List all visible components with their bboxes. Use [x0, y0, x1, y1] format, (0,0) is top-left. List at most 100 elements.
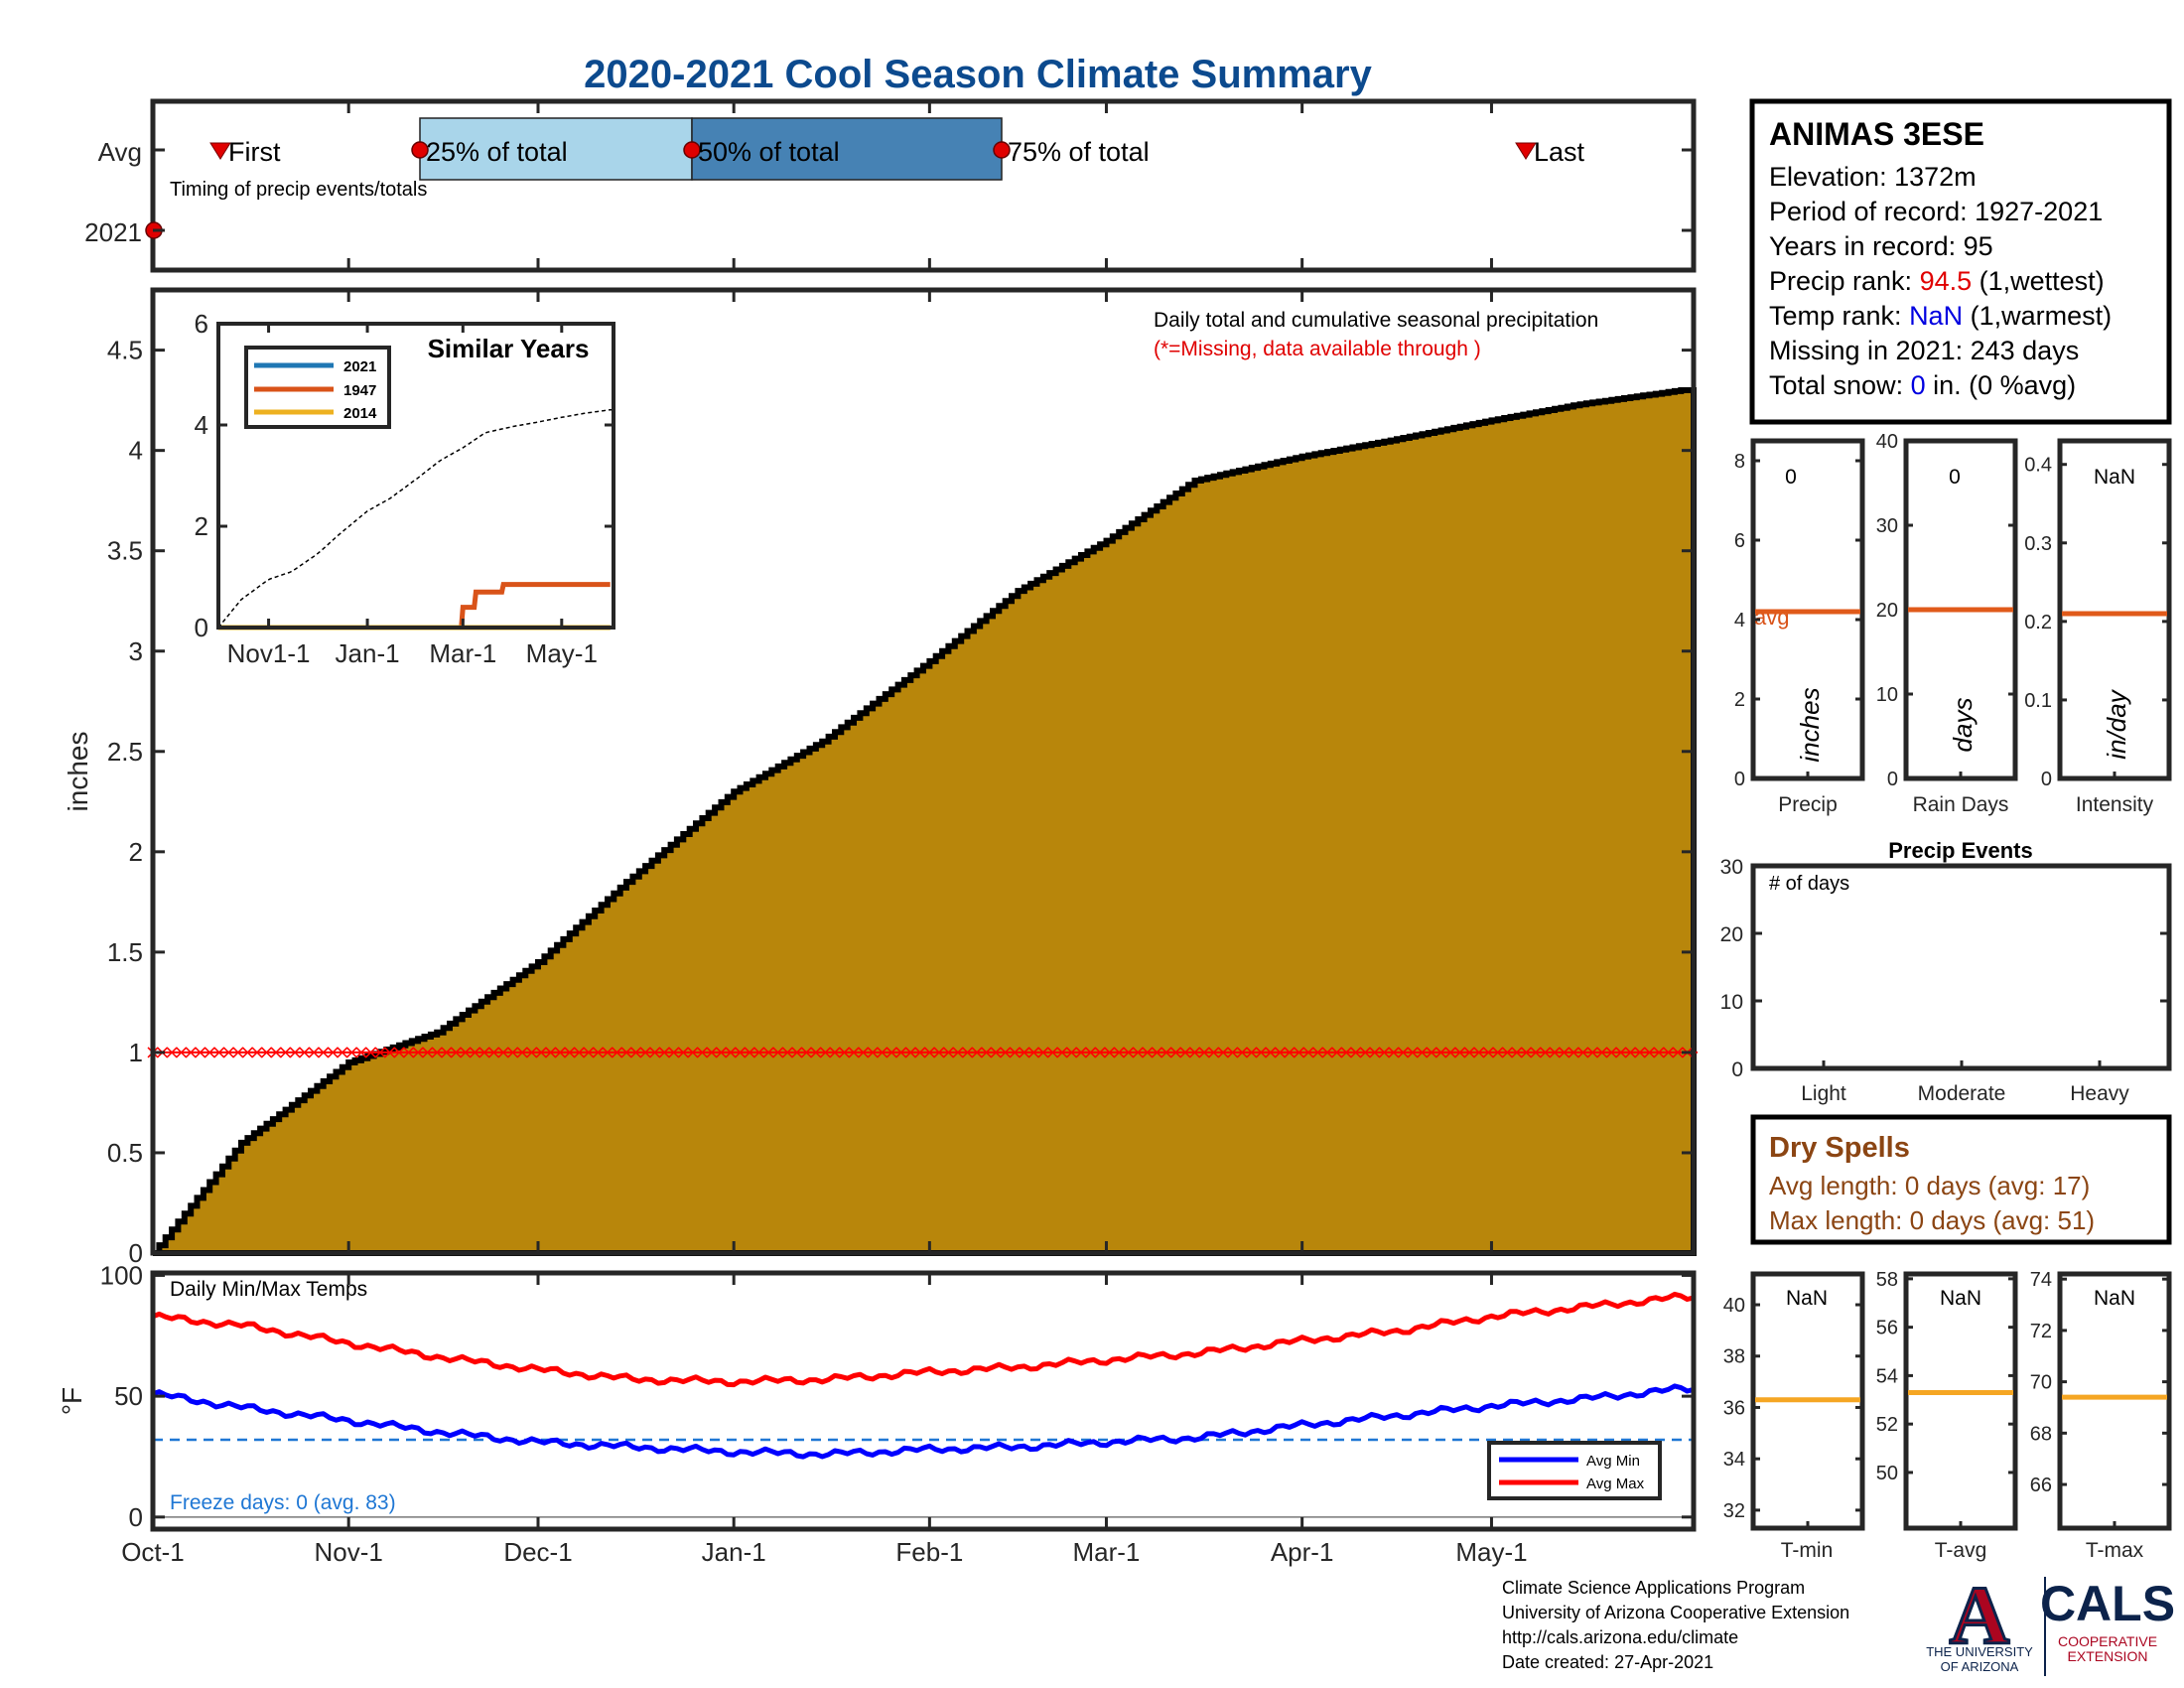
- legend-avg-max-label: Avg Max: [1586, 1476, 1645, 1492]
- mini-ytick-label: 72: [2030, 1321, 2052, 1342]
- missing-marker: [895, 1047, 907, 1058]
- ua-logo-letter: A: [1950, 1570, 2010, 1662]
- temp-rank-value: NaN: [1909, 301, 1963, 331]
- missing-marker: [1198, 1047, 1210, 1058]
- missing-marker: [478, 1047, 490, 1058]
- inset-avg-line: [217, 408, 614, 629]
- precip-events-ylabel: # of days: [1769, 873, 1849, 895]
- missing-marker: [961, 1047, 974, 1058]
- missing-marker: [677, 1047, 689, 1058]
- station-elevation: Elevation: 1372m: [1769, 162, 1977, 192]
- inset-frame: [216, 322, 615, 630]
- mini-ytick-label: 54: [1876, 1365, 1898, 1387]
- missing-marker: [592, 1047, 604, 1058]
- rain-days-panel-value: 0: [1949, 466, 1961, 489]
- years-value: 95: [1964, 231, 1993, 261]
- missing-marker: [1236, 1047, 1248, 1058]
- missing-marker: [838, 1047, 851, 1058]
- missing-marker: [971, 1047, 983, 1058]
- temps-lines: [152, 1291, 1695, 1518]
- missing-marker: [1549, 1047, 1561, 1058]
- missing-marker: [450, 1047, 462, 1058]
- missing-marker: [1596, 1047, 1608, 1058]
- missing-marker: [602, 1047, 614, 1058]
- missing-marker: [251, 1047, 263, 1058]
- years-label: Years in record:: [1769, 231, 1964, 261]
- missing-marker: [583, 1047, 595, 1058]
- station-snow: Total snow: 0 in. (0 %avg): [1769, 370, 2076, 400]
- missing-marker: [1302, 1047, 1314, 1058]
- missing-marker: [1085, 1047, 1097, 1058]
- first-marker: [209, 142, 231, 160]
- mini-panel-axes: 0246801020304000.10.20.30.43234363840505…: [1723, 431, 2169, 1528]
- mini-temp-panels: NaN NaN NaN T-min T-avg T-max: [1750, 1271, 2172, 1562]
- missing-marker: [923, 1047, 935, 1058]
- q25-label: 25% of total: [426, 137, 568, 167]
- mini-ytick-label: 10: [1876, 684, 1898, 706]
- missing-marker: [535, 1047, 547, 1058]
- precip-avg-label: avg: [1754, 605, 1789, 630]
- missing-marker: [545, 1047, 557, 1058]
- dry-spells-box: Dry Spells Avg length: 0 days (avg: 17) …: [1750, 1114, 2172, 1245]
- missing-marker: [1151, 1047, 1162, 1058]
- missing-marker: [213, 1047, 225, 1058]
- timing-caption: Timing of precip events/totals: [170, 179, 427, 201]
- legend-2021-label: 2021: [343, 358, 376, 375]
- missing-marker: [364, 1047, 376, 1058]
- inset-axes: 0 2 4 6 Nov1-1 Jan-1 Mar-1 May-1: [195, 309, 614, 668]
- mini-ytick-label: 0.4: [2024, 455, 2052, 477]
- temps-plot-frame: [150, 1270, 1697, 1532]
- ua-logo-line1: THE UNIVERSITY: [1926, 1644, 2033, 1659]
- missing-marker: [573, 1047, 585, 1058]
- mini-ytick-label: 0: [2041, 769, 2052, 790]
- mini-ytick-label: 30: [1876, 515, 1898, 537]
- mini-ytick-label: 68: [2030, 1423, 2052, 1445]
- temps-line-avg-min: [152, 1383, 1695, 1460]
- missing-marker: [185, 1047, 197, 1058]
- missing-marker: [355, 1047, 367, 1058]
- date-xtick-label: Apr-1: [1271, 1537, 1334, 1567]
- missing-marker: [383, 1047, 396, 1058]
- cals-logo: CALS COOPERATIVE EXTENSION: [2040, 1576, 2175, 1664]
- main-ytick-label: 4: [129, 436, 143, 466]
- missing-value: 243 days: [1971, 336, 2080, 365]
- mini-ytick-label: 36: [1723, 1397, 1745, 1419]
- cumulative-precip-area: [153, 387, 1697, 1256]
- inset-ytick-label: 0: [195, 613, 208, 642]
- main-ytick-label: 2: [129, 837, 143, 867]
- missing-marker: [942, 1047, 954, 1058]
- freeze-days-text: Freeze days: 0 (avg. 83): [170, 1491, 396, 1514]
- missing-marker: [497, 1047, 509, 1058]
- missing-marker: [696, 1047, 708, 1058]
- main-ytick-label: 3.5: [107, 536, 143, 566]
- missing-marker: [241, 1047, 253, 1058]
- date-xtick-label: Nov-1: [315, 1537, 383, 1567]
- intensity-panel-label: Intensity: [2076, 793, 2154, 816]
- missing-marker: [507, 1047, 519, 1058]
- missing-marker: [658, 1047, 670, 1058]
- missing-marker: [1246, 1047, 1258, 1058]
- missing-marker: [639, 1047, 651, 1058]
- temps-ytick-label: 0: [129, 1502, 143, 1532]
- missing-marker: [810, 1047, 822, 1058]
- tmin-panel-label: T-min: [1781, 1539, 1834, 1562]
- missing-marker: [1340, 1047, 1352, 1058]
- date-xtick-label: Jan-1: [702, 1537, 766, 1567]
- missing-marker: [204, 1047, 215, 1058]
- missing-marker: [1454, 1047, 1466, 1058]
- missing-marker: [1046, 1047, 1058, 1058]
- mini-ytick-label: 40: [1876, 431, 1898, 453]
- station-missing: Missing in 2021: 243 days: [1769, 336, 2079, 365]
- inset-xtick-label: Jan-1: [336, 638, 400, 668]
- missing-marker: [1293, 1047, 1304, 1058]
- missing-marker: [1369, 1047, 1381, 1058]
- date-xtick-label: Feb-1: [895, 1537, 963, 1567]
- temps-axes: 0 50 100: [100, 1260, 1694, 1532]
- tmax-panel-label: T-max: [2086, 1539, 2144, 1562]
- precip-rank-value: 94.5: [1920, 266, 1973, 296]
- missing-marker: [1653, 1047, 1665, 1058]
- mini-ytick-label: 8: [1734, 451, 1745, 473]
- events-cat-light: Light: [1801, 1082, 1846, 1105]
- station-precip-rank: Precip rank: 94.5 (1,wettest): [1769, 266, 2105, 296]
